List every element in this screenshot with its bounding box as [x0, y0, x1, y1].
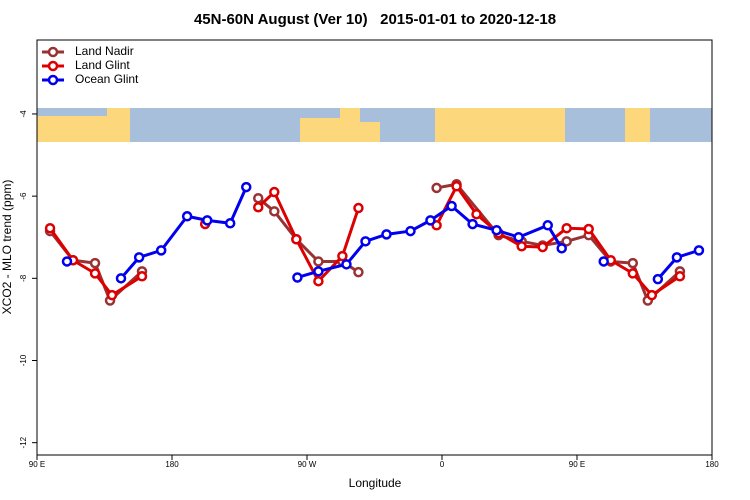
data-point	[313, 266, 324, 277]
data-point	[115, 273, 127, 284]
y-tick-label: -12	[19, 436, 28, 448]
x-tick-label: 90 W	[298, 460, 317, 469]
data-point	[269, 206, 280, 217]
data-point	[202, 215, 213, 226]
map-ocean	[565, 108, 625, 142]
map-strip	[37, 108, 712, 142]
data-point	[292, 272, 303, 283]
data-point	[561, 236, 572, 247]
map-ocean	[300, 108, 340, 118]
map-ocean	[37, 108, 107, 116]
data-point	[471, 208, 482, 220]
data-point	[341, 259, 352, 270]
data-point	[431, 182, 442, 194]
legend-label: Land Nadir	[75, 44, 134, 58]
data-point	[598, 256, 609, 267]
legend-marker	[47, 74, 59, 86]
data-point	[451, 181, 462, 192]
data-point	[646, 289, 658, 301]
data-point	[556, 243, 567, 254]
data-point	[353, 202, 364, 214]
data-point	[133, 252, 145, 263]
data-point	[106, 289, 118, 301]
data-point	[241, 181, 252, 193]
data-point	[253, 201, 264, 213]
data-point	[313, 275, 324, 287]
x-tick-label: 90 E	[569, 460, 585, 469]
data-point	[425, 215, 436, 226]
y-tick-label: -6	[19, 192, 28, 200]
y-tick-label: -10	[19, 354, 28, 366]
data-point	[360, 236, 371, 247]
data-point	[513, 231, 524, 243]
x-tick-label: 0	[440, 460, 445, 469]
data-point	[627, 268, 639, 279]
x-tick-label: 90 E	[29, 460, 45, 469]
data-point	[61, 256, 73, 267]
data-point	[693, 245, 705, 256]
legend-marker	[47, 60, 59, 72]
data-point	[381, 229, 392, 240]
y-axis-label: XCO2 - MLO trend (ppm)	[0, 180, 14, 315]
data-point	[627, 257, 639, 269]
map-ocean	[130, 108, 300, 142]
data-point	[253, 192, 264, 204]
data-point	[537, 241, 548, 253]
data-point	[44, 222, 56, 234]
chart-title: 45N-60N August (Ver 10) 2015-01-01 to 20…	[194, 11, 556, 28]
data-point	[291, 234, 302, 245]
x-tick-label: 180	[165, 460, 179, 469]
data-point	[561, 222, 572, 234]
x-axis-label: Longitude	[349, 476, 402, 490]
plot-frame	[36, 39, 713, 456]
data-point	[467, 218, 478, 230]
data-point	[542, 220, 553, 231]
data-point	[269, 186, 280, 198]
x-tick-label: 180	[705, 460, 719, 469]
data-point	[671, 252, 683, 263]
y-tick-label: -8	[19, 274, 28, 282]
map-ocean	[380, 108, 435, 142]
map-ocean	[360, 108, 385, 122]
data-point	[353, 266, 364, 278]
data-point	[313, 256, 324, 267]
map-ocean	[650, 108, 712, 142]
data-point	[337, 250, 348, 262]
data-point	[446, 200, 457, 212]
data-point	[405, 225, 416, 237]
data-point	[674, 271, 686, 282]
data-point	[155, 245, 167, 256]
data-point	[583, 223, 594, 235]
data-point	[181, 211, 193, 222]
legend-label: Land Glint	[75, 58, 130, 72]
data-point	[89, 268, 101, 279]
data-point	[652, 273, 664, 285]
legend-marker	[47, 46, 59, 58]
data-point	[516, 241, 527, 252]
data-point	[491, 224, 502, 236]
legend-label: Ocean Glint	[75, 72, 139, 86]
data-point	[224, 218, 236, 229]
data-point	[89, 257, 101, 269]
data-point	[136, 271, 148, 282]
y-tick-label: -4	[19, 110, 28, 118]
